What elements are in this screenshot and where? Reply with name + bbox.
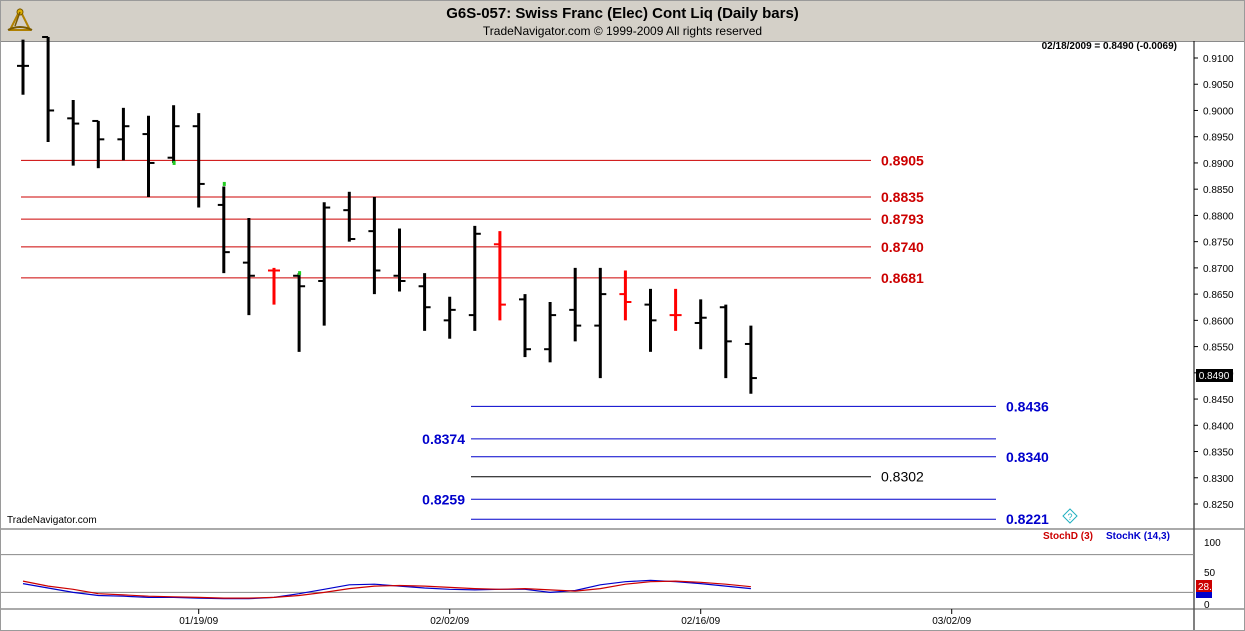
price-tick-label: 0.9050 (1203, 80, 1234, 91)
ohlc-bar (117, 107, 130, 161)
date-tick-label: 01/19/09 (179, 616, 218, 627)
stoch-tag: 28.51 (1198, 582, 1223, 593)
price-tick-label: 0.8650 (1203, 290, 1234, 301)
price-tick-label: 0.8800 (1203, 211, 1234, 222)
ohlc-bar (493, 231, 506, 321)
signal-mark (298, 271, 302, 276)
ohlc-bar (594, 267, 607, 379)
ohlc-bar (167, 105, 180, 163)
ohlc-bar (644, 288, 657, 352)
stoch-tag-box (1196, 580, 1212, 592)
ohlc-bar (669, 288, 682, 331)
ohlc-bar (343, 191, 356, 242)
stoch-label-50: 50 (1204, 568, 1216, 579)
copyright-line: TradeNavigator.com © 1999-2009 All right… (482, 24, 763, 38)
level-label: 0.8374 (422, 431, 465, 447)
ohlc-bar (242, 218, 255, 316)
ohlc-bar (418, 273, 431, 331)
stoch-d-line (22, 580, 751, 599)
ohlc-bar (544, 301, 557, 363)
stoch-d-legend: StochD (3) (1043, 531, 1093, 542)
level-label: 0.8259 (422, 491, 465, 507)
ohlc-bar (744, 325, 757, 394)
price-tick-label: 0.8250 (1203, 500, 1234, 511)
level-label: 0.8340 (1006, 449, 1049, 465)
price-tick-label: 0.8300 (1203, 474, 1234, 485)
price-tick-label: 0.8550 (1203, 343, 1234, 354)
stoch-tag-box-k (1196, 592, 1212, 598)
date-tick-label: 03/02/09 (932, 616, 971, 627)
stoch-label-0: 0 (1204, 600, 1210, 611)
level-label: 0.8740 (881, 239, 924, 255)
price-tick-label: 0.8850 (1203, 185, 1234, 196)
level-label: 0.8835 (881, 189, 924, 205)
ohlc-bar (569, 267, 582, 342)
ohlc-bar (217, 186, 230, 274)
price-tick-label: 0.8750 (1203, 238, 1234, 249)
date-tick-label: 02/16/09 (681, 616, 720, 627)
ohlc-bar (42, 36, 55, 142)
ohlc-bar (368, 197, 381, 295)
price-tick-label: 0.8400 (1203, 421, 1234, 432)
last-bar-readout: 02/18/2009 = 0.8490 (-0.0069) (1042, 41, 1177, 52)
level-label: 0.8436 (1006, 398, 1049, 414)
ohlc-bar (694, 299, 707, 350)
sextant-icon[interactable] (4, 4, 36, 36)
price-tick-label: 0.8600 (1203, 316, 1234, 327)
ohlc-bar (468, 225, 481, 331)
price-tick-label: 0.8900 (1203, 159, 1234, 170)
ohlc-bar (293, 273, 306, 352)
ohlc-bar (318, 202, 331, 326)
ohlc-bar (67, 99, 80, 166)
watermark-text: TradeNavigator.com (7, 515, 97, 526)
ohlc-bar (443, 296, 456, 339)
ohlc-bar (192, 113, 205, 208)
ohlc-bar (393, 228, 406, 292)
ohlc-bar (268, 267, 280, 305)
level-label: 0.8681 (881, 270, 924, 286)
price-tick-label: 0.9000 (1203, 106, 1234, 117)
ohlc-bar (619, 270, 632, 321)
price-tag-box (1196, 369, 1233, 382)
price-tick-label: 0.8350 (1203, 448, 1234, 459)
price-tick-label: 0.9100 (1203, 54, 1234, 65)
chart-title: G6S-057: Swiss Franc (Elec) Cont Liq (Da… (446, 5, 799, 22)
price-tick-label: 0.8700 (1203, 264, 1234, 275)
ohlc-bar (519, 294, 531, 358)
stoch-label-100: 100 (1204, 538, 1221, 549)
svg-text:?: ? (1067, 512, 1072, 522)
ohlc-bar (92, 119, 105, 169)
signal-mark (222, 181, 226, 186)
ohlc-bar (719, 304, 732, 379)
title-bar: G6S-057: Swiss Franc (Elec) Cont Liq (Da… (1, 1, 1244, 42)
date-tick-label: 02/02/09 (430, 616, 469, 627)
level-label: 0.8793 (881, 211, 924, 227)
level-label: 0.8905 (881, 152, 924, 168)
price-tick-label: 0.8950 (1203, 133, 1234, 144)
signal-mark (172, 160, 176, 165)
help-diamond-icon[interactable]: ? (1062, 508, 1078, 524)
ohlc-bar (142, 115, 155, 198)
level-label: 0.8302 (881, 469, 924, 485)
level-label: 0.8221 (1006, 511, 1049, 527)
price-tag: 0.8490 (1199, 371, 1230, 382)
ohlc-bar (17, 39, 29, 95)
stoch-k-line (22, 579, 751, 600)
stoch-k-legend: StochK (14,3) (1106, 531, 1170, 542)
price-tick-label: 0.8450 (1203, 395, 1234, 406)
